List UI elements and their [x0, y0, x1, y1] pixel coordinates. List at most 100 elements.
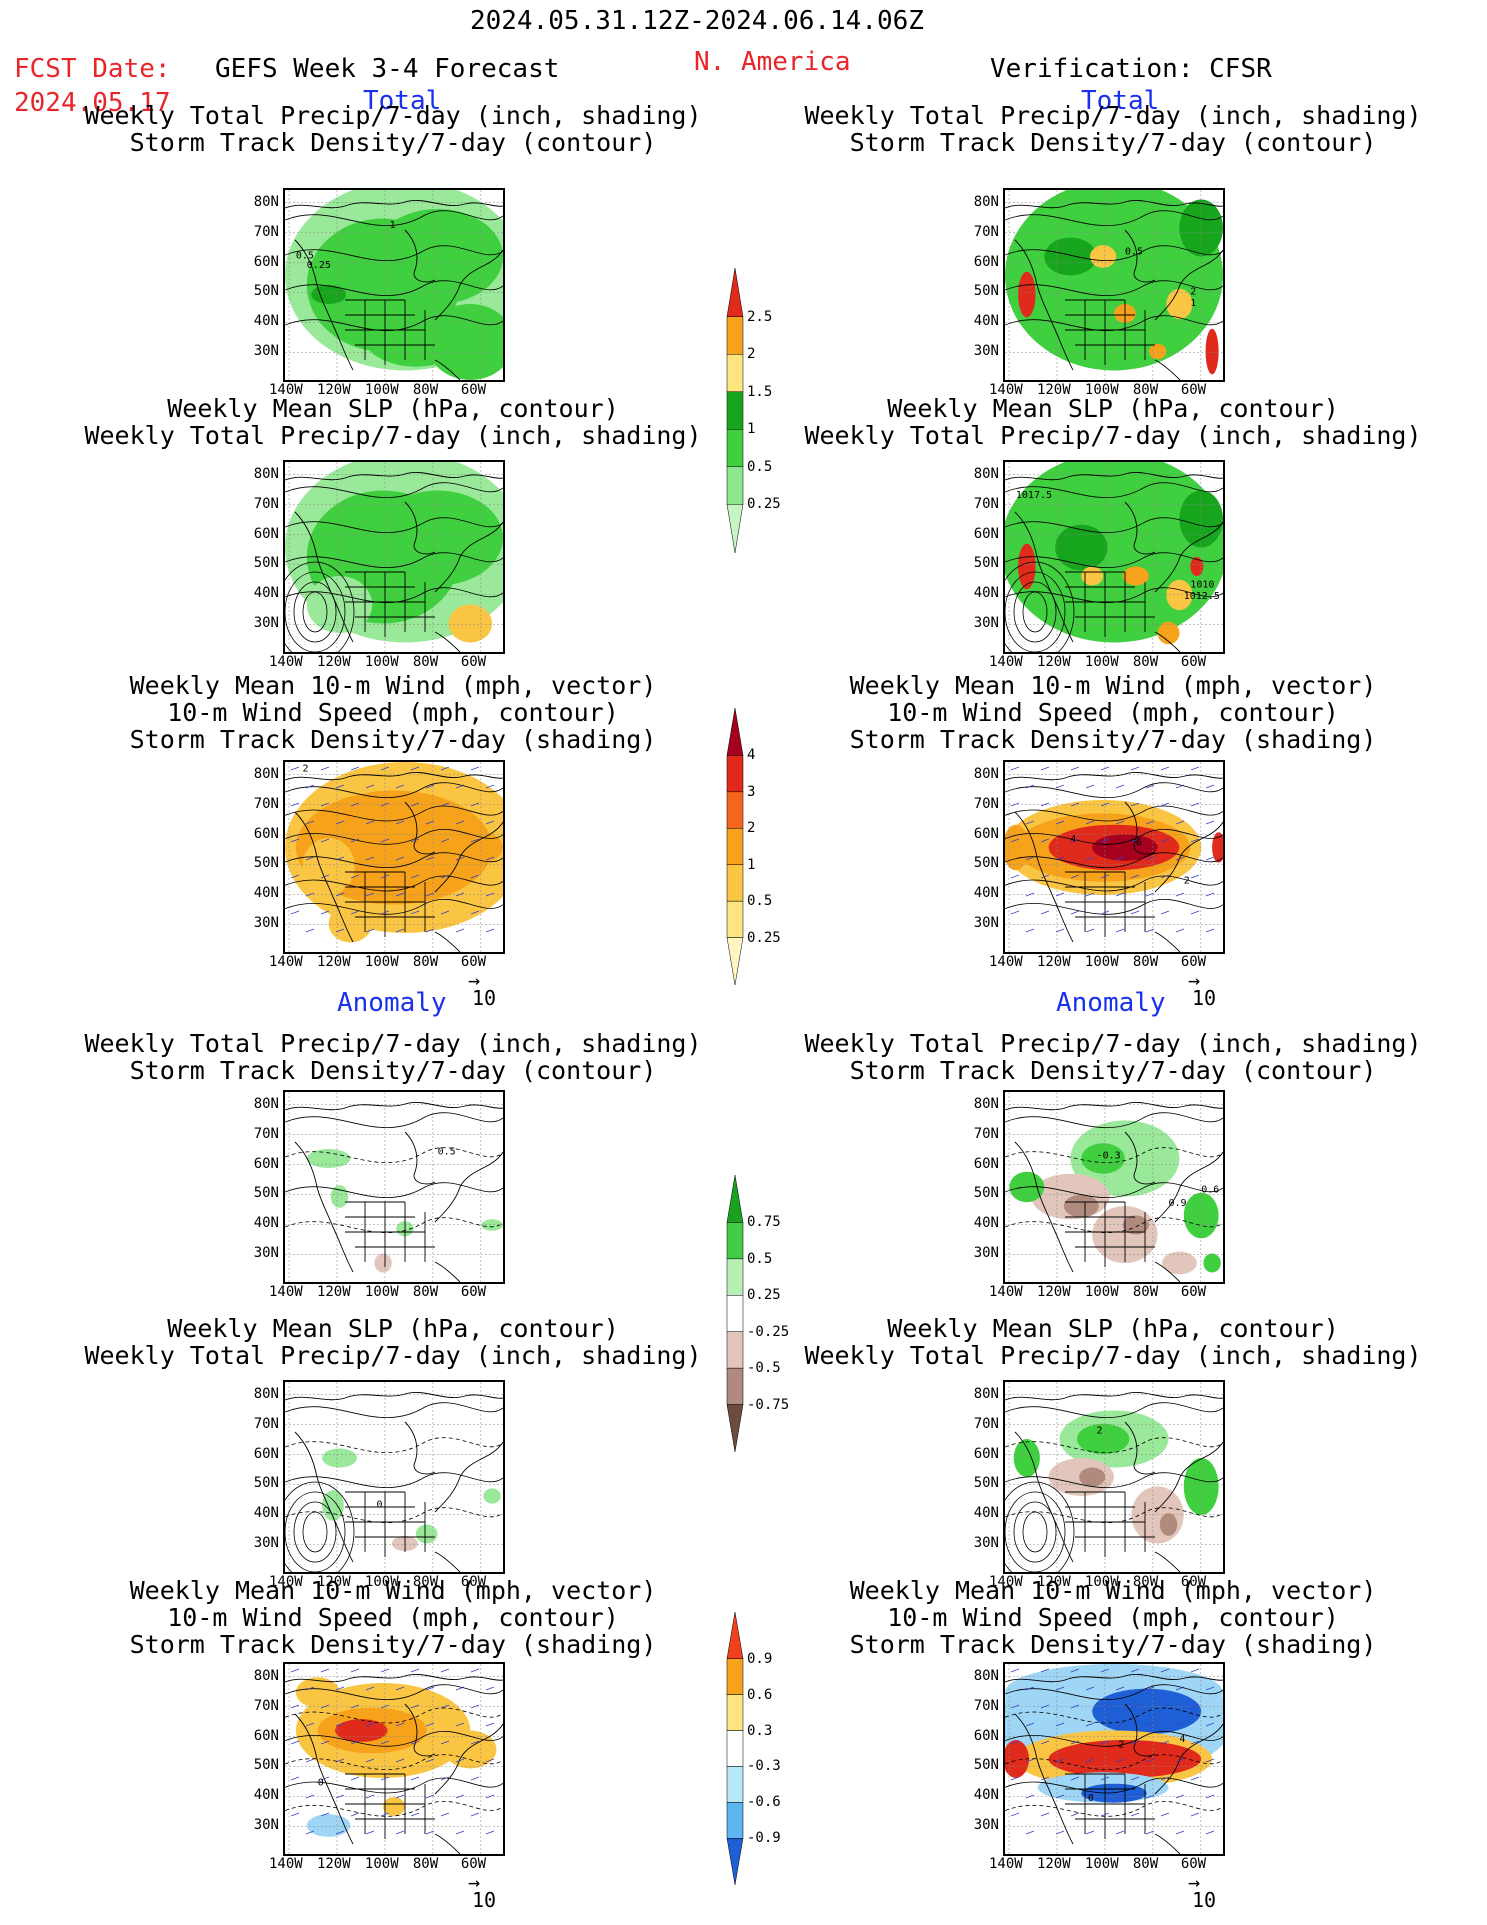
colorbar-label: 2 — [747, 820, 756, 837]
shade-region — [374, 1253, 392, 1273]
lon-tick-label: 120W — [316, 382, 351, 398]
shade-region — [1190, 557, 1204, 576]
map-panel-7: 0.5 — [283, 1090, 505, 1284]
lat-tick-label: 40N — [973, 313, 999, 330]
lat-tick-label: 80N — [973, 1385, 999, 1402]
contour-label: 0.5 — [438, 1147, 456, 1158]
map-plot — [285, 462, 503, 652]
shade-region — [372, 490, 503, 586]
vector-scale-arrow: → — [468, 968, 481, 992]
lat-tick-label: 70N — [973, 1125, 999, 1142]
lat-tick-label: 30N — [253, 615, 279, 632]
contour-label: 0.5 — [1125, 247, 1143, 258]
lon-tick-label: 120W — [316, 1284, 351, 1300]
shading — [285, 762, 503, 943]
lon-tick-label: 140W — [989, 1574, 1023, 1590]
colorbar-swatch — [726, 391, 744, 430]
lat-tick-label: 70N — [253, 1125, 279, 1142]
lat-tick-label: 50N — [253, 555, 279, 572]
contour-label: 4 — [1179, 1734, 1185, 1745]
lon-tick-label: 100W — [364, 1574, 399, 1590]
lat-tick-label: 40N — [973, 1215, 999, 1232]
colorbar-label: 0.75 — [747, 1214, 781, 1231]
lat-tick-label: 50N — [253, 855, 279, 872]
lat-tick-label: 50N — [253, 1475, 279, 1492]
shade-region — [448, 604, 493, 643]
lat-tick-label: 40N — [253, 313, 279, 330]
shade-region — [311, 285, 347, 304]
shade-region — [1122, 566, 1149, 586]
colorbar-swatch — [726, 354, 744, 392]
lon-tick-label: 140W — [269, 1856, 303, 1872]
region-title: N. America — [694, 47, 851, 77]
panel-title-line: Storm Track Density/7-day (contour) — [129, 128, 657, 157]
colorbar-swatch — [726, 864, 744, 902]
contour-label: 2 — [1190, 287, 1196, 298]
shade-region — [1070, 1120, 1180, 1197]
lat-tick-label: 60N — [973, 1155, 999, 1172]
panel-title-line: Weekly Total Precip/7-day (inch, shading… — [804, 421, 1422, 450]
section-anomaly-right: Anomaly — [1056, 988, 1166, 1018]
colorbar — [726, 1174, 744, 1453]
shade-region — [1148, 343, 1167, 360]
lon-tick-label: 60W — [460, 654, 487, 670]
colorbar-swatch — [726, 466, 744, 505]
lon-tick-label: 80W — [412, 654, 439, 670]
contour-label: 0 — [318, 1778, 324, 1789]
colorbar-swatch — [726, 1730, 744, 1767]
lat-tick-label: 60N — [973, 253, 999, 270]
lon-tick-label: 60W — [460, 382, 487, 398]
contour-label: 1017.5 — [1016, 490, 1052, 501]
colorbar — [726, 707, 744, 986]
colorbar-swatch — [726, 1331, 744, 1369]
shading — [1005, 1664, 1223, 1803]
lat-tick-label: 70N — [253, 1697, 279, 1714]
lon-tick-label: 100W — [1084, 1574, 1119, 1590]
colorbar-label: 0.5 — [747, 458, 773, 475]
lon-tick-label: 80W — [1132, 382, 1159, 398]
panel-title-line: 10-m Wind Speed (mph, contour) — [887, 1603, 1339, 1632]
colorbar-label: 2.5 — [747, 308, 773, 325]
map-panel-6: 4 6 2 — [1003, 760, 1225, 954]
lon-tick-label: 120W — [1036, 954, 1071, 970]
shade-region — [322, 1448, 357, 1468]
panel-title-line: Weekly Total Precip/7-day (inch, shading… — [84, 1029, 702, 1058]
colorbar-label: 1 — [747, 856, 756, 873]
shade-region — [1183, 1192, 1219, 1239]
lon-tick-label: 60W — [1180, 382, 1207, 398]
map-plot: 0 — [285, 1382, 503, 1572]
colorbar-swatch — [726, 1694, 744, 1731]
shade-region — [415, 1524, 438, 1544]
lat-tick-label: 70N — [973, 1697, 999, 1714]
vector-scale-arrow: → — [1188, 1870, 1201, 1894]
map-panel-1: 1 0.5 0.25 — [283, 188, 505, 382]
shading — [1005, 800, 1223, 895]
shade-region — [361, 298, 471, 367]
colorbar-label: 0.3 — [747, 1722, 773, 1739]
shade-region — [306, 1149, 351, 1168]
colorbar-swatch — [726, 1611, 744, 1659]
lat-tick-label: 60N — [973, 825, 999, 842]
lon-tick-label: 100W — [1084, 1284, 1119, 1300]
shade-region — [1203, 1253, 1221, 1273]
lat-tick-label: 60N — [253, 1727, 279, 1744]
lon-tick-label: 60W — [1180, 654, 1207, 670]
shade-region — [459, 832, 503, 863]
contour-label: 1 — [1190, 298, 1196, 309]
panel-title-line: Storm Track Density/7-day (shading) — [849, 725, 1377, 754]
contour-label: 6 — [1136, 838, 1142, 849]
lon-tick-label: 100W — [1084, 382, 1119, 398]
panel-title-line: Storm Track Density/7-day (shading) — [129, 1630, 657, 1659]
shade-region — [481, 1219, 503, 1231]
lon-tick-label: 120W — [316, 1856, 351, 1872]
lat-tick-label: 30N — [253, 1817, 279, 1834]
lon-tick-label: 80W — [412, 382, 439, 398]
lon-tick-label: 120W — [1036, 654, 1071, 670]
lon-tick-label: 80W — [1132, 1574, 1159, 1590]
lat-tick-label: 50N — [253, 1757, 279, 1774]
shade-region — [1183, 1458, 1219, 1515]
shade-region — [1018, 543, 1036, 590]
shade-region — [306, 1814, 351, 1837]
lat-tick-label: 30N — [253, 1535, 279, 1552]
panel-title-line: Storm Track Density/7-day (shading) — [129, 725, 657, 754]
